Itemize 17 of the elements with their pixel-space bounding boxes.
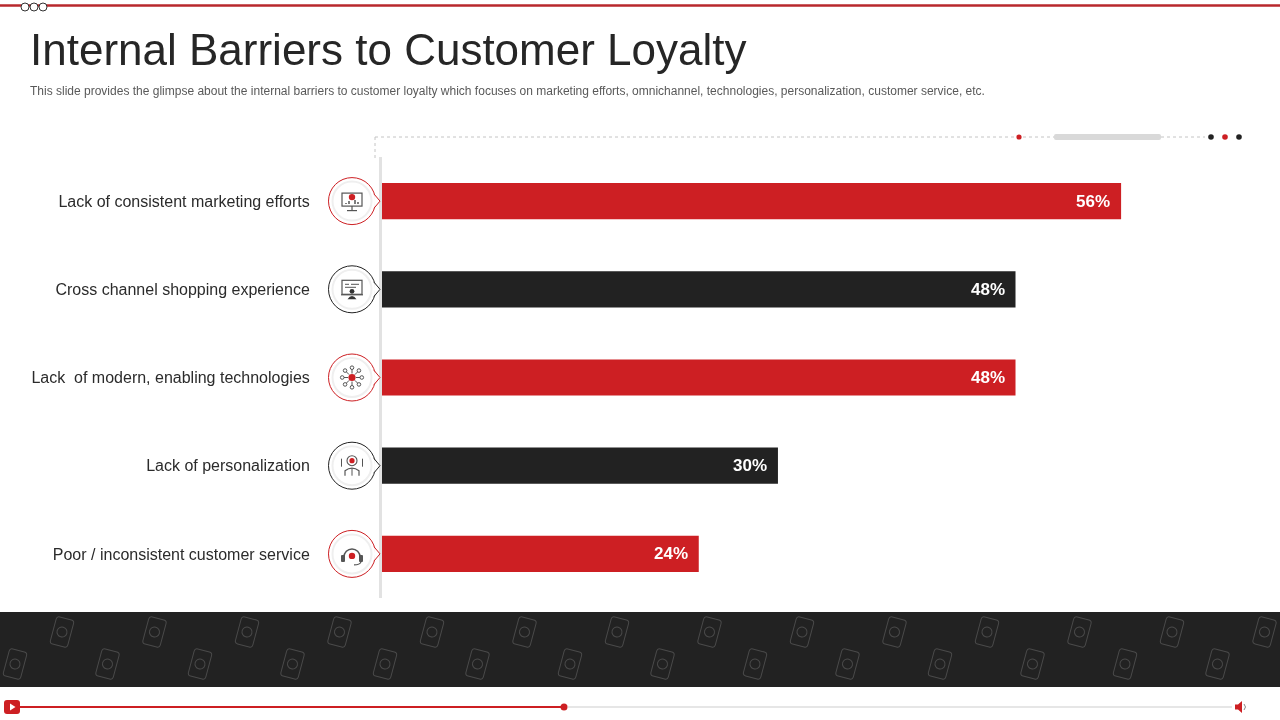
chart-title: Internal Barriers to Customer Loyalty xyxy=(30,25,747,74)
bar xyxy=(382,535,699,572)
bar xyxy=(382,359,1016,396)
y-tick-label: Lack of modern, enabling technologies xyxy=(31,369,310,387)
data-label: 48% xyxy=(971,368,1006,387)
bar xyxy=(382,183,1122,220)
bar xyxy=(382,271,1016,308)
data-label: 30% xyxy=(733,456,768,475)
y-tick-label: Poor / inconsistent customer service xyxy=(52,545,310,563)
data-label: 48% xyxy=(971,280,1006,299)
data-label: 56% xyxy=(1076,192,1111,211)
y-tick-label: Lack of personalization xyxy=(146,457,310,475)
y-tick-label: Cross channel shopping experience xyxy=(55,280,310,298)
chart-subtitle: This slide provides the glimpse about the internal barriers to customer loyalty which focuses on marketing efforts, omnichannel, technologies, personalization, customer service, etc. xyxy=(30,84,985,98)
y-tick-label: Lack of consistent marketing efforts xyxy=(58,192,310,210)
bar xyxy=(382,447,778,484)
data-label: 24% xyxy=(654,544,689,563)
